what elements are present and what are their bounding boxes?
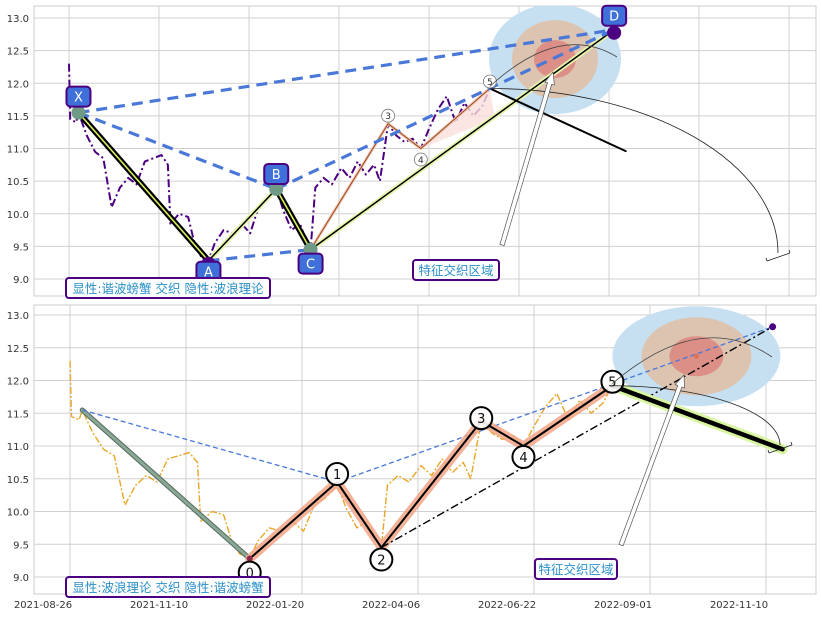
harmonic-dashed-line (78, 28, 615, 115)
zone-label-box (534, 558, 618, 580)
legend-box (65, 277, 271, 299)
x-tick-label: 2022-06-22 (478, 600, 536, 611)
panel-bottom: 9.0 9.5 10.0 10.5 11.0 11.5 12.0 12.5 13.0 2021-0… (7, 304, 817, 611)
y-tick-label: 13.0 (7, 311, 29, 322)
wave-label-4: 4 (418, 156, 424, 166)
wave-0-dot (246, 555, 253, 562)
channel-dashdot-line (381, 326, 773, 549)
x-tick-label: 2022-04-06 (362, 600, 420, 611)
y-tick-label: 11.5 (7, 112, 29, 123)
plot-area (33, 5, 817, 297)
x-tick-label: 2021-11-10 (130, 600, 188, 611)
y-tick-label: 9.5 (13, 242, 29, 253)
wave-label-0: 0 (246, 567, 254, 582)
wave-label-3: 3 (477, 412, 485, 427)
x-tick-label: 2022-09-01 (594, 600, 652, 611)
y-tick-label: 10.5 (7, 475, 29, 486)
small-arc (612, 337, 773, 385)
y-tick-label: 11.0 (7, 145, 29, 156)
arc-end-bracket (765, 249, 791, 262)
x-tick-label: 2022-11-10 (710, 600, 768, 611)
y-tick-label: 12.0 (7, 377, 29, 388)
price-series-line (68, 63, 491, 262)
wave-label-circle (381, 108, 395, 123)
pivot-label-box (601, 4, 628, 27)
wave-label-circle (600, 369, 625, 394)
zone-label-box (412, 259, 500, 281)
leg-CD (309, 28, 615, 251)
y-tick-label: 9.0 (13, 275, 29, 286)
pivot-label-box (65, 85, 92, 108)
y-tick-label: 12.5 (7, 344, 29, 355)
y-tick-label: 9.0 (13, 573, 29, 584)
leg-BC-inner (275, 188, 312, 251)
leg-AB (207, 188, 277, 262)
legend-box (65, 576, 271, 598)
wave-label-2: 2 (377, 554, 385, 569)
y-tick-label: 9.5 (13, 540, 29, 551)
large-arc (489, 88, 779, 254)
arc-end-bracket (767, 441, 793, 454)
wave-label-5: 5 (487, 78, 493, 88)
pivot-marker-D (607, 25, 622, 40)
target-dot (769, 323, 777, 331)
y-tick-label: 10.5 (7, 177, 29, 188)
wave-label-circle (369, 547, 394, 572)
pivot-label-C: C (306, 258, 315, 273)
x-tick-label: 2022-01-20 (246, 600, 304, 611)
wave-label-1: 1 (333, 468, 341, 483)
harmonic-dashed-line (275, 28, 615, 191)
y-tick-label: 13.0 (7, 14, 29, 25)
y-tick-label: 12.5 (7, 47, 29, 58)
pivot-label-B: B (272, 168, 281, 183)
leg-XA-inner (77, 111, 210, 262)
pivot-label-D: D (609, 10, 619, 25)
wave-line (248, 384, 614, 560)
annotation-arrow (499, 71, 555, 247)
y-tick-label: 10.0 (7, 210, 29, 221)
panel-top: 9.0 9.5 10.0 10.5 11.0 11.5 12.0 12.5 13.0 3 4 5 X A B… (7, 4, 817, 299)
wave-label-circle (325, 462, 350, 487)
zone-center-dot (693, 353, 699, 359)
y-tick-label: 12.0 (7, 79, 29, 90)
wave-label-circle (482, 74, 497, 89)
plot-content: 3 4 5 (68, 6, 791, 271)
annotation-arrow (618, 374, 685, 547)
small-arc (489, 44, 618, 87)
large-arc (612, 385, 781, 446)
pivot-label-X: X (74, 91, 83, 106)
wave-label-circle (413, 152, 428, 167)
y-tick-label: 11.5 (7, 409, 29, 420)
projection-line (488, 87, 627, 153)
zone-label: 特征交织区域 (418, 263, 493, 278)
wave-label-circle (469, 406, 494, 431)
pivot-label-box (263, 162, 290, 185)
wave-label-3: 3 (385, 112, 391, 122)
wave-label-circle (511, 445, 536, 469)
leg-X0 (80, 408, 252, 561)
x-tick-label: 2021-08-26 (14, 600, 72, 611)
wave-line (310, 88, 491, 251)
legend-text: 显性:波浪理论 交织 隐性:谐波螃蟹 (72, 580, 263, 595)
pivot-marker-B (269, 181, 284, 196)
zone-label: 特征交织区域 (538, 562, 613, 577)
wave-label-4: 4 (519, 451, 527, 466)
legend-text: 显性:谐波螃蟹 交织 隐性:波浪理论 (72, 281, 264, 296)
y-tick-label: 10.0 (7, 508, 29, 519)
pivot-label-box (297, 252, 324, 275)
pivot-label-A: A (204, 266, 213, 281)
y-tick-label: 11.0 (7, 442, 29, 453)
pivot-marker-X (71, 105, 86, 120)
projection-line (610, 383, 785, 452)
